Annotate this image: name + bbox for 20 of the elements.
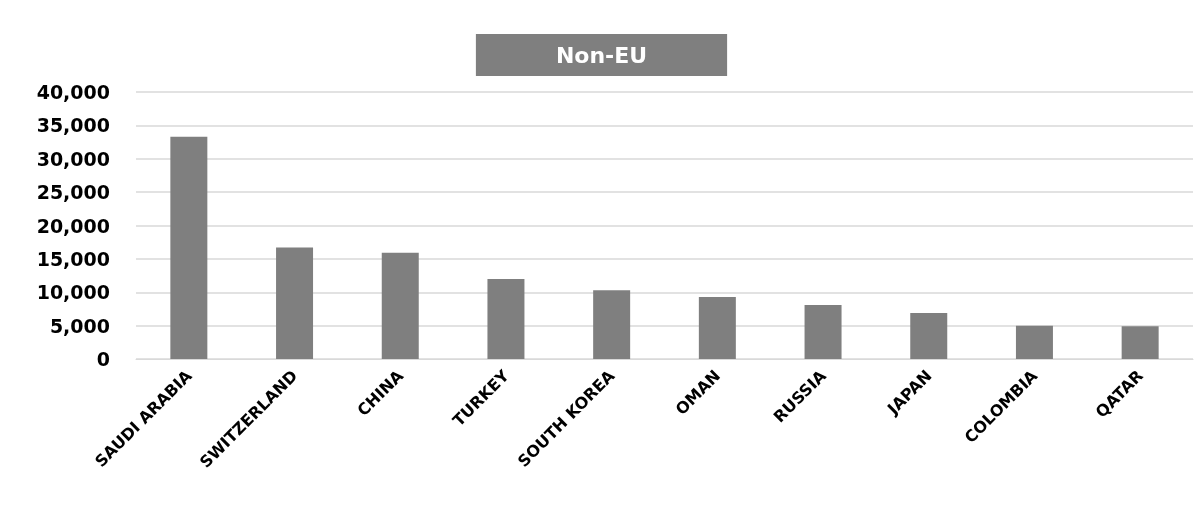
y-tick-label: 30,000 <box>36 147 110 170</box>
bar <box>804 304 842 359</box>
y-tick-label: 10,000 <box>36 281 110 304</box>
bar <box>1121 326 1159 359</box>
chart-title: Non-EU <box>555 42 648 68</box>
y-tick-label: 25,000 <box>36 181 110 204</box>
bar <box>170 136 208 359</box>
bar <box>910 312 948 359</box>
bar <box>698 296 736 359</box>
bar <box>487 278 525 359</box>
y-tick-label: 0 <box>96 348 110 370</box>
y-tick-label: 35,000 <box>36 114 110 137</box>
bar <box>381 252 419 359</box>
y-tick-label: 15,000 <box>36 247 110 270</box>
bar <box>593 290 631 359</box>
bar <box>1015 325 1053 359</box>
y-tick-label: 40,000 <box>36 81 110 103</box>
bar <box>276 247 314 359</box>
y-tick-label: 20,000 <box>36 214 110 237</box>
y-tick-label: 5,000 <box>49 314 110 337</box>
